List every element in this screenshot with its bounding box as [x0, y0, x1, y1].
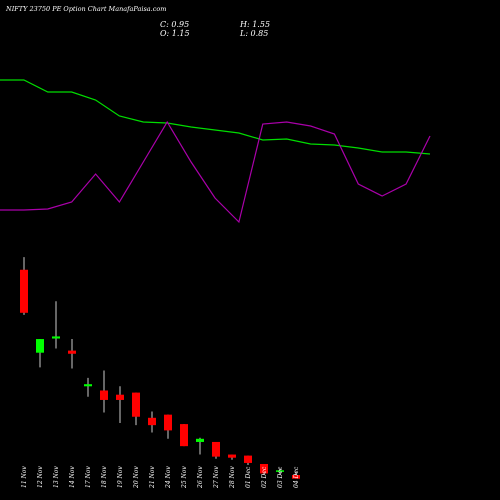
candle-body: [244, 455, 252, 463]
candle-body: [196, 438, 204, 442]
candle-body: [84, 384, 92, 387]
open-value: O: 1.15: [160, 29, 190, 38]
x-tick-label: 28 Nov: [229, 466, 236, 489]
candle-body: [228, 454, 236, 458]
candle-body: [148, 417, 156, 426]
candle-body: [20, 269, 28, 313]
x-tick-label: 20 Nov: [133, 466, 140, 489]
candle-body: [68, 350, 76, 354]
candle-body: [36, 339, 44, 353]
x-tick-label: 24 Nov: [165, 466, 172, 489]
x-tick-label: 21 Nov: [149, 466, 156, 489]
candle-body: [180, 424, 188, 447]
x-tick-label: 19 Nov: [117, 466, 124, 488]
x-tick-label: 25 Nov: [181, 466, 188, 489]
x-tick-label: 02 Dec: [261, 466, 268, 488]
x-tick-label: 14 Nov: [69, 466, 76, 488]
chart-title: NIFTY 23750 PE Option Chart ManafaPaisa.…: [6, 5, 167, 13]
x-axis-labels: 11 Nov 12 Nov 13 Nov 14 Nov 17 Nov 18 Nov 19 N…: [21, 466, 300, 489]
candle-body: [52, 336, 60, 339]
candle-body: [212, 441, 220, 457]
candle-body: [260, 464, 268, 474]
x-tick-label: 01 Dec: [245, 466, 252, 488]
x-tick-label: 11 Nov: [21, 466, 28, 488]
magenta-indicator-line: [0, 120, 431, 224]
x-tick-label: 12 Nov: [37, 466, 44, 488]
low-value: L: 0.85: [240, 29, 269, 38]
candle-body: [164, 414, 172, 431]
candle-body: [292, 475, 300, 479]
candle-body: [116, 394, 124, 400]
close-value: C: 0.95: [160, 20, 190, 29]
x-tick-label: 13 Nov: [53, 466, 60, 488]
x-tick-label: 18 Nov: [101, 466, 108, 488]
x-tick-label: 27 Nov: [213, 466, 220, 489]
indicator-layer: [0, 79, 431, 224]
green-indicator-line: [0, 79, 431, 155]
candle-body: [276, 470, 284, 472]
x-tick-label: 17 Nov: [85, 466, 92, 488]
candle-body: [132, 392, 140, 417]
candle-layer: [20, 257, 300, 479]
candle-body: [100, 390, 108, 400]
x-tick-label: 26 Nov: [197, 466, 204, 489]
x-tick-label: 03 Dec: [277, 466, 284, 488]
x-tick-label: 04 Dec: [293, 466, 300, 488]
high-value: H: 1.55: [240, 20, 271, 29]
